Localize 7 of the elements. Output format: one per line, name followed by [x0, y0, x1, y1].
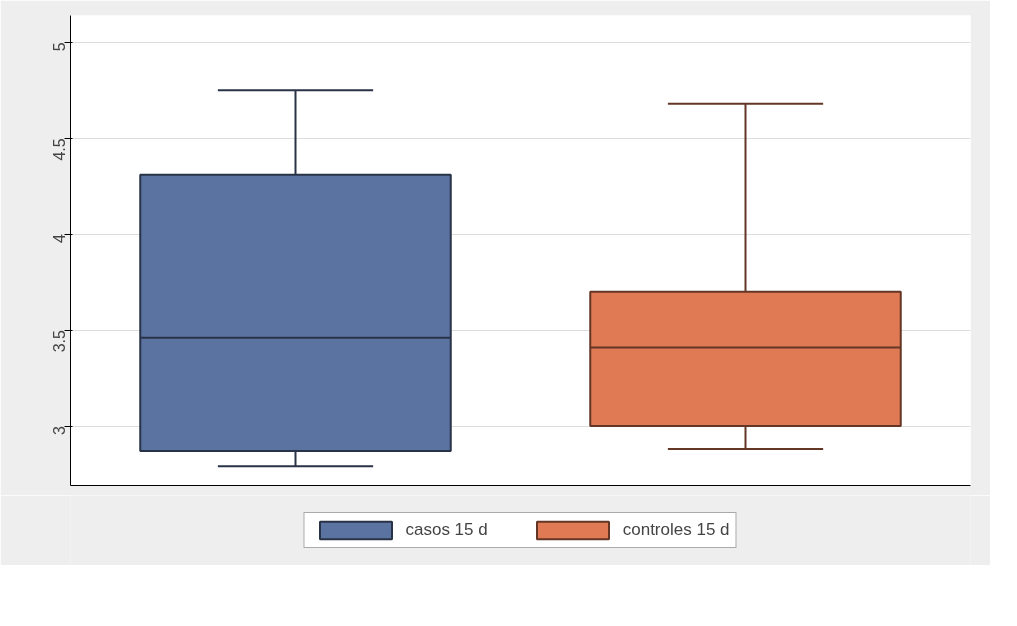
y-tick-label: 5 — [51, 42, 69, 52]
legend-label: controles 15 d — [622, 520, 730, 540]
legend-label: casos 15 d — [405, 520, 488, 540]
y-tick-label: 4.5 — [51, 138, 69, 161]
y-tick-label: 4 — [51, 234, 69, 244]
y-tick-label: 3.5 — [51, 330, 69, 353]
y-tick-label: 3 — [51, 425, 69, 435]
